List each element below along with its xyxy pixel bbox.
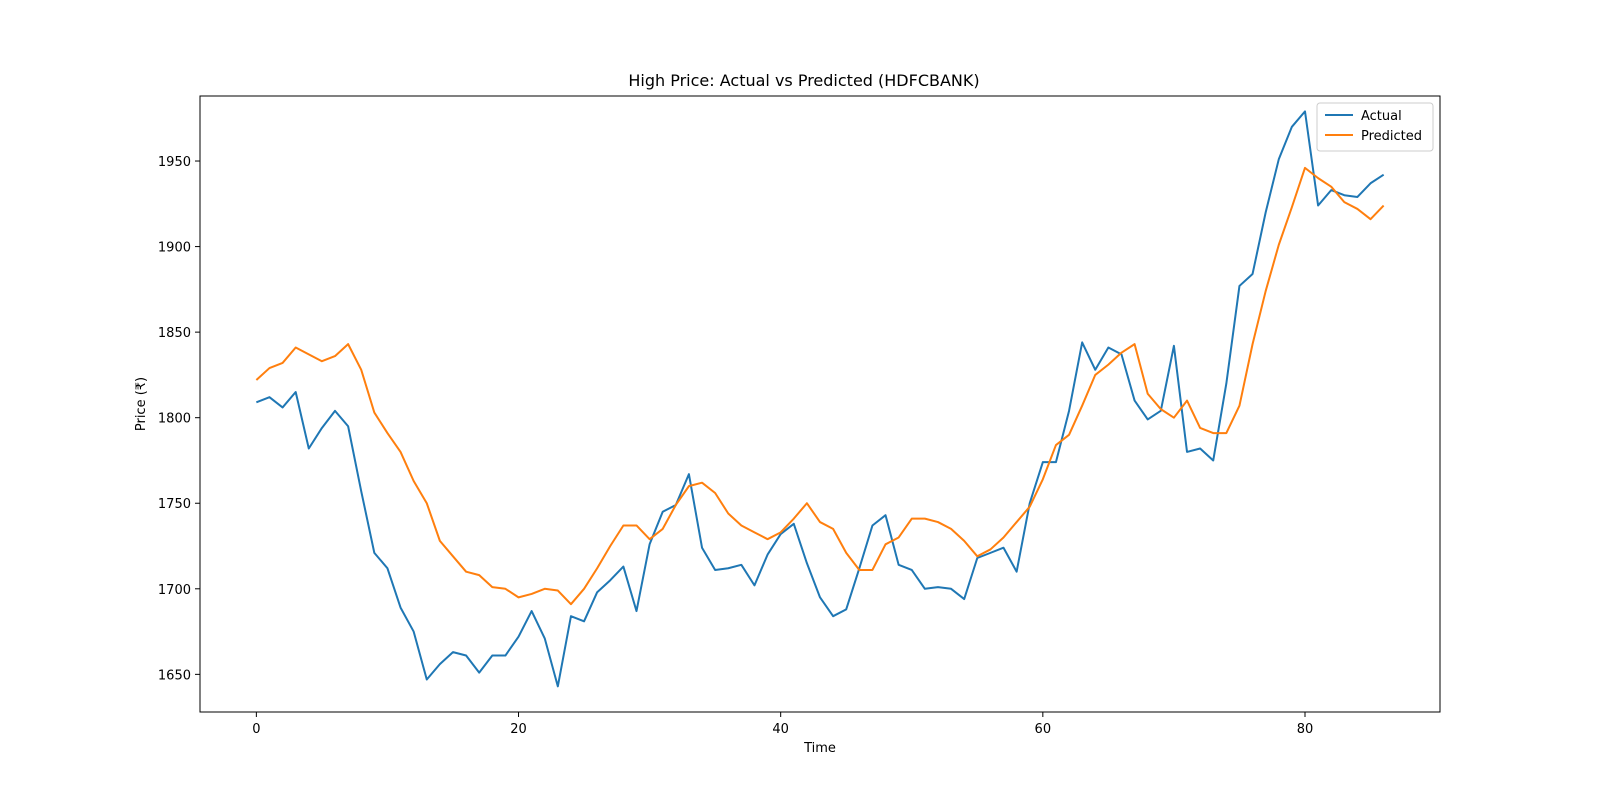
chart-title: High Price: Actual vs Predicted (HDFCBAN…	[628, 71, 979, 90]
y-tick-label: 1650	[158, 668, 191, 683]
series-line-actual	[255, 110, 1385, 688]
x-tick-label: 0	[252, 722, 260, 737]
y-tick-label: 1950	[158, 155, 191, 170]
series-layer	[255, 110, 1385, 688]
x-axis-label: Time	[803, 741, 836, 756]
y-tick-label: 1850	[158, 326, 191, 341]
series-line-predicted	[255, 166, 1385, 606]
x-tick-label: 60	[1035, 722, 1052, 737]
y-axis-label: Price (₹)	[134, 377, 149, 431]
legend-label-actual: Actual	[1361, 109, 1402, 124]
x-tick-label: 40	[772, 722, 789, 737]
x-tick-label: 80	[1297, 722, 1314, 737]
y-tick-label: 1750	[158, 497, 191, 512]
x-axis: 0 20 40 60 80	[252, 712, 1313, 737]
y-tick-label: 1900	[158, 241, 191, 256]
y-tick-label: 1800	[158, 412, 191, 427]
legend: Actual Predicted	[1316, 102, 1434, 152]
y-tick-label: 1700	[158, 583, 191, 598]
legend-label-predicted: Predicted	[1361, 129, 1422, 144]
x-tick-label: 20	[510, 722, 527, 737]
y-axis: 1650 1700 1750 1800 1850 1900 1950	[158, 155, 200, 683]
plot-area	[199, 95, 1441, 713]
